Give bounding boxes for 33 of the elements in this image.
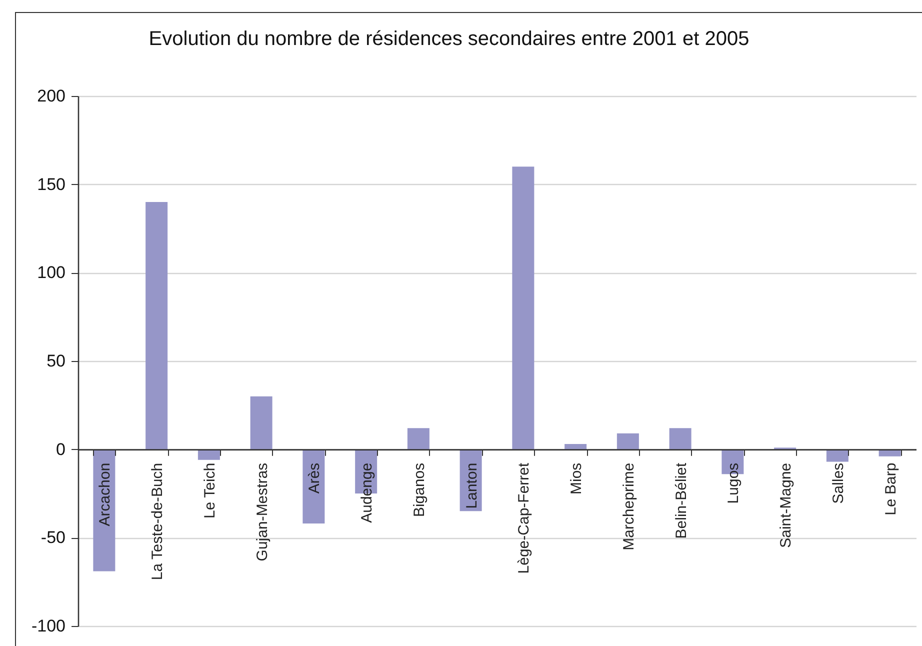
x-tick-label: Biganos [410,462,428,518]
x-tick-label: Le Teich [201,462,218,518]
y-tick-label: 100 [37,263,66,282]
y-tick-label: 150 [37,174,66,194]
x-tick-label: Audenge [358,462,376,523]
x-tick-label: Marcheprime [620,462,638,550]
x-tick-label: La Teste-de-Buch [149,462,166,580]
bar [198,449,220,460]
bar [669,428,692,450]
x-tick-label: Lugos [725,462,742,504]
x-tick-label: Gujan-Mestras [254,462,271,562]
y-tick-label: -100 [31,616,66,636]
bar [616,433,639,450]
bar [407,428,430,450]
bar [146,202,168,450]
x-tick-label: Lège-Cap-Ferret [516,462,533,574]
x-tick-label: Saint-Magne [778,462,795,548]
x-tick-label: Salles [830,462,847,504]
y-tick-label: 50 [46,352,66,370]
x-tick-label: Lanton [463,462,480,509]
x-tick-label: Belin-Béliet [672,462,690,539]
x-tick-label: Le Barp [882,462,900,516]
x-tick-label: Arcachon [96,462,114,526]
bar [250,396,272,450]
bar [93,449,116,572]
x-tick-label: Mios [568,462,586,495]
bar [564,444,587,450]
bar [512,166,534,450]
y-tick-label: -50 [40,528,66,548]
x-tick-label: Arès [306,462,324,494]
y-tick-label: 0 [56,440,66,459]
chart-title: Evolution du nombre de résidences secondaires entre 2001 et 2005 [148,28,750,50]
y-tick-label: 200 [37,86,66,106]
